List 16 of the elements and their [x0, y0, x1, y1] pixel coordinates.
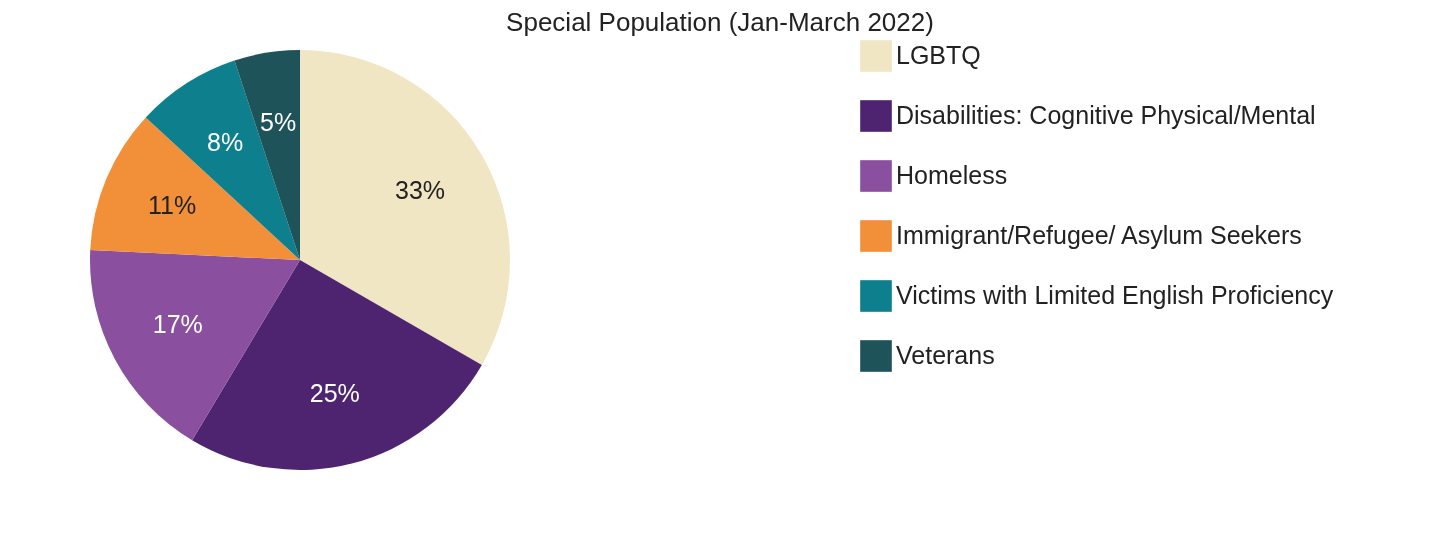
- legend-label: Veterans: [896, 341, 995, 369]
- chart-title: Special Population (Jan-March 2022): [506, 7, 934, 37]
- data-label: 8%: [207, 128, 244, 157]
- data-label: 17%: [152, 310, 203, 339]
- pie-slice: [90, 250, 300, 441]
- legend-label: Victims with Limited English Proficiency: [896, 281, 1334, 309]
- legend-label: Immigrant/Refugee/ Asylum Seekers: [896, 221, 1302, 249]
- data-label: 11%: [148, 191, 197, 220]
- pie-slice: [300, 50, 510, 365]
- legend-label: Disabilities: Cognitive Physical/Mental: [896, 101, 1316, 129]
- data-label: 33%: [395, 175, 446, 204]
- data-label: 25%: [309, 379, 360, 408]
- legend-label: LGBTQ: [896, 41, 981, 69]
- data-label: 5%: [260, 108, 297, 137]
- pie-slice: [145, 60, 300, 260]
- legend-label: Homeless: [896, 161, 1008, 189]
